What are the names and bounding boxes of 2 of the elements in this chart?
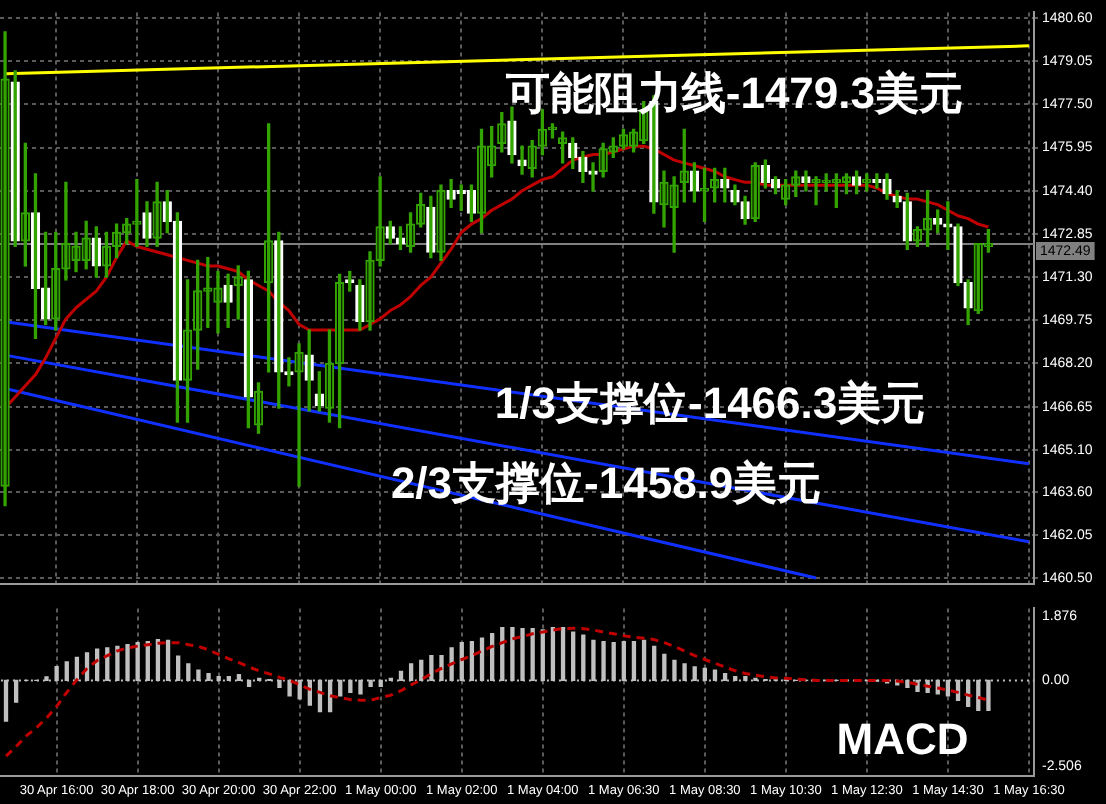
annotation: MACD xyxy=(836,713,969,764)
annotation: 可能阻力线-1479.3美元 xyxy=(503,68,964,119)
